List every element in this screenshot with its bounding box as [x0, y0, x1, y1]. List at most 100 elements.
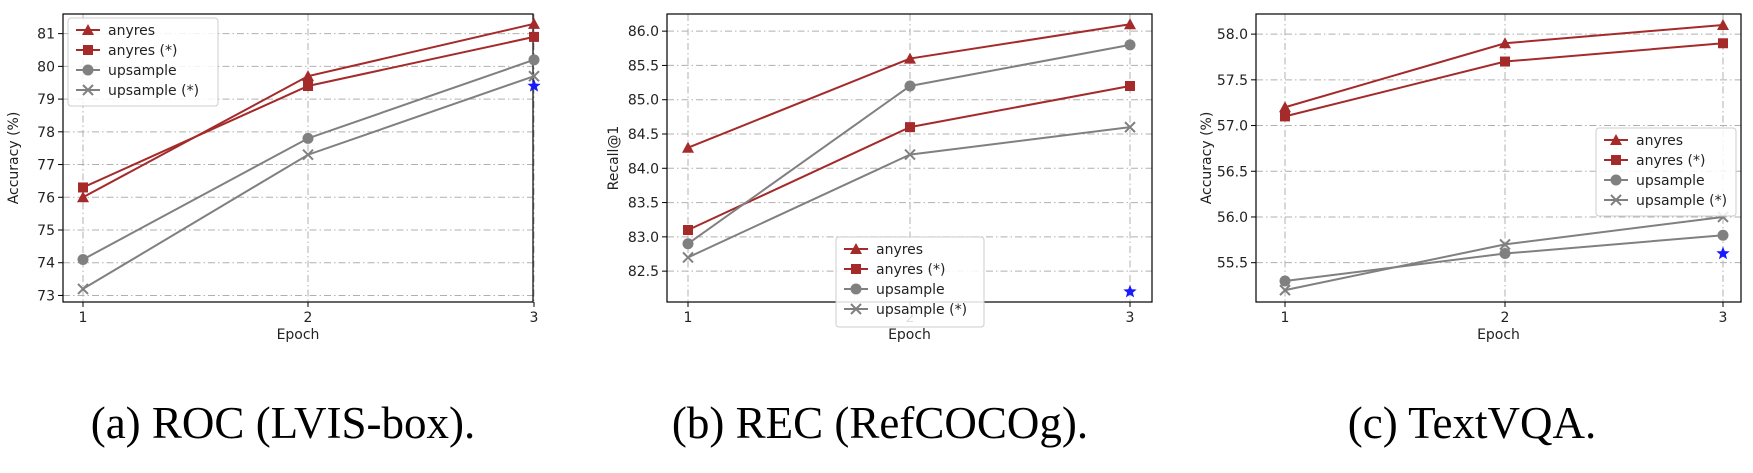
y-tick-label: 84.5 — [628, 127, 659, 143]
data-point — [1499, 37, 1511, 49]
series-upsample — [1279, 229, 1729, 287]
legend-marker — [82, 64, 94, 76]
y-tick-label: 86.0 — [628, 24, 659, 40]
legend-item: anyres (*) — [1604, 153, 1705, 169]
data-point — [905, 122, 915, 133]
legend-box — [67, 17, 219, 107]
series-upsample — [682, 39, 1136, 250]
series-anyres — [1280, 38, 1728, 122]
y-axis-label: Accuracy (%) — [1199, 112, 1215, 205]
legend-marker — [83, 45, 93, 55]
data-point — [1279, 275, 1291, 287]
y-tick-label: 79 — [37, 92, 55, 108]
data-point — [77, 253, 89, 265]
legend-label: anyres — [876, 242, 923, 258]
y-tick-label: 76 — [37, 190, 55, 206]
legend-label: upsample (*) — [108, 83, 199, 99]
x-axis-label: Epoch — [277, 327, 320, 343]
legend-item: upsample (*) — [844, 302, 967, 318]
data-point — [683, 225, 693, 235]
y-tick-label: 57.5 — [1217, 73, 1248, 89]
legend-item: upsample — [76, 63, 177, 79]
data-point — [302, 132, 314, 144]
legend-marker — [850, 243, 862, 254]
x-axis-label: Epoch — [888, 327, 931, 343]
y-tick-label: 55.5 — [1217, 256, 1248, 272]
legend-label: anyres — [108, 23, 155, 39]
legend-marker — [851, 264, 861, 274]
data-point — [528, 54, 540, 66]
series-line — [687, 85, 1131, 231]
series-anyres — [77, 17, 540, 203]
legend-label: upsample — [876, 282, 945, 298]
data-point — [1500, 56, 1510, 67]
y-tick-label: 80 — [37, 59, 55, 75]
legend-label: anyres (*) — [876, 262, 945, 278]
x-tick-label: 3 — [1126, 310, 1135, 326]
y-tick-label: 83.5 — [628, 196, 659, 212]
legend-marker — [1610, 194, 1622, 206]
y-tick-label: 56.0 — [1217, 210, 1248, 226]
legend-label: anyres — [1636, 133, 1683, 149]
data-point — [1279, 284, 1291, 296]
legend-marker — [1610, 174, 1622, 186]
data-point — [904, 52, 916, 64]
data-point — [302, 70, 314, 82]
data-point — [1125, 81, 1135, 91]
star-point — [527, 79, 541, 92]
legend-item: anyres (*) — [76, 43, 177, 59]
x-tick-label: 1 — [684, 310, 693, 326]
series-upsample — [77, 54, 540, 265]
data-point — [1124, 39, 1136, 51]
x-tick-label: 2 — [1501, 310, 1510, 326]
legend-marker — [850, 283, 862, 295]
y-tick-label: 77 — [37, 158, 55, 174]
data-point — [78, 182, 88, 193]
legend-marker — [850, 303, 862, 315]
data-point — [1718, 38, 1728, 49]
legend-marker — [1610, 134, 1622, 145]
data-point — [1499, 248, 1511, 260]
data-point — [682, 141, 694, 153]
legend-item: anyres — [844, 242, 923, 258]
y-axis-label: Recall@1 — [606, 126, 622, 191]
y-tick-label: 73 — [37, 288, 55, 304]
chart-2: 12382.583.083.584.084.585.085.586.0Epoch… — [606, 13, 1153, 448]
figure-caption: (a) ROC (LVIS-box). — [91, 398, 476, 448]
y-tick-label: 58.0 — [1217, 27, 1248, 43]
legend: anyres anyres (*) upsample upsample (*) — [67, 17, 219, 107]
plot-frame — [62, 13, 534, 303]
legend-item: anyres — [1604, 133, 1683, 149]
series-anyres — [1279, 18, 1729, 113]
y-tick-label: 74 — [37, 256, 55, 272]
data-point — [528, 17, 540, 29]
plot-frame — [1255, 13, 1742, 303]
legend: anyres anyres (*) upsample upsample (*) — [1595, 127, 1737, 217]
series-upsample — [77, 70, 540, 295]
x-tick-label: 1 — [79, 310, 88, 326]
legend-item: upsample — [1604, 173, 1705, 189]
y-tick-label: 57.0 — [1217, 119, 1248, 135]
series-upsample — [1279, 211, 1729, 296]
legend-label: upsample — [1636, 173, 1705, 189]
figure-caption: (b) REC (RefCOCOg). — [672, 398, 1088, 448]
legend-label: anyres (*) — [1636, 153, 1705, 169]
chart-3: 1 2 3 55.5 56.0 56.5 57.0 57.5 58.0 Epoch Accuracy… — [1199, 13, 1742, 448]
data-point — [529, 31, 539, 42]
legend-marker — [82, 84, 94, 96]
legend-marker — [82, 24, 94, 35]
data-point — [682, 238, 694, 250]
legend-item: anyres (*) — [844, 262, 945, 278]
y-axis-label: Accuracy (%) — [6, 112, 22, 205]
x-tick-label: 3 — [530, 310, 539, 326]
legend-label: upsample (*) — [1636, 193, 1727, 209]
legend-box — [835, 236, 985, 328]
data-point — [1124, 18, 1136, 30]
chart-1: 1 2 3 73 74 75 76 77 78 79 80 81 Epoch Accuracy (%) an… — [6, 13, 541, 448]
star-point — [1716, 246, 1730, 260]
legend-item: upsample — [844, 282, 945, 298]
y-tick-label: 56.5 — [1217, 164, 1248, 180]
data-point — [904, 80, 916, 92]
data-point — [77, 191, 89, 203]
data-point — [1280, 111, 1290, 122]
